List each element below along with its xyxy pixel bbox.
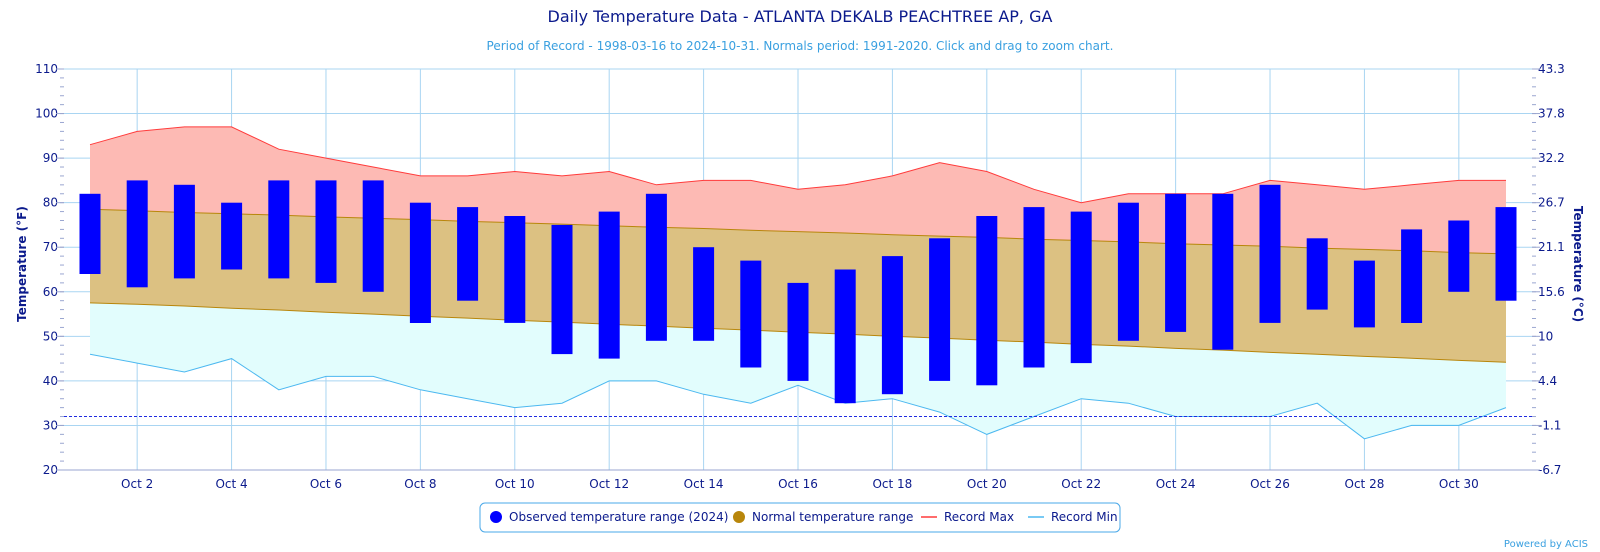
x-tick-label: Oct 8 <box>404 477 436 491</box>
legend-observed-marker <box>490 511 502 523</box>
y-axis-title-right: Temperature (°C) <box>1571 206 1585 322</box>
y-tick-label-left: 60 <box>43 285 58 299</box>
x-tick-label: Oct 6 <box>310 477 342 491</box>
y-tick-label-right: 10 <box>1538 329 1553 343</box>
observed-bar[interactable] <box>221 202 243 270</box>
y-tick-label-left: 40 <box>43 374 58 388</box>
legend-normal-marker <box>733 511 745 523</box>
y-tick-label-right: 15.6 <box>1538 285 1565 299</box>
observed-bar[interactable] <box>645 193 667 341</box>
x-tick-label: Oct 2 <box>121 477 153 491</box>
y-tick-label-right: 4.4 <box>1538 374 1557 388</box>
legend-record-max-label: Record Max <box>944 510 1014 524</box>
observed-bar[interactable] <box>1259 184 1281 323</box>
observed-bar[interactable] <box>929 238 951 381</box>
x-tick-label: Oct 30 <box>1439 477 1479 491</box>
observed-bar[interactable] <box>268 180 290 279</box>
credit-link[interactable]: Powered by ACIS <box>1504 539 1588 550</box>
observed-bar[interactable] <box>1306 238 1328 310</box>
y-tick-label-left: 30 <box>43 418 58 432</box>
legend[interactable]: Observed temperature range (2024) Normal… <box>479 502 1121 533</box>
x-tick-label: Oct 18 <box>872 477 912 491</box>
y-tick-label-right: 21.1 <box>1538 240 1565 254</box>
observed-bar[interactable] <box>976 216 998 386</box>
observed-bar[interactable] <box>1495 207 1517 301</box>
observed-bar[interactable] <box>787 282 809 381</box>
observed-bar[interactable] <box>1070 211 1092 364</box>
observed-bar[interactable] <box>598 211 620 359</box>
x-tick-label: Oct 24 <box>1156 477 1196 491</box>
y-tick-label-left: 90 <box>43 151 58 165</box>
observed-bar[interactable] <box>881 256 903 395</box>
observed-bar[interactable] <box>504 216 526 323</box>
axes: 20 30 40 50 60 70 80 90 100 110 -6.7 -1.1 4.4 10 15.6 2… <box>35 62 1565 491</box>
y-tick-label-left: 100 <box>35 107 58 121</box>
legend-normal-label: Normal temperature range <box>752 510 913 524</box>
observed-bar[interactable] <box>1117 202 1139 341</box>
y-tick-label-right: -6.7 <box>1538 463 1561 477</box>
observed-bar[interactable] <box>1448 220 1470 292</box>
legend-item-normal[interactable]: Normal temperature range <box>733 510 913 524</box>
observed-bar[interactable] <box>551 224 573 355</box>
observed-bar[interactable] <box>1212 193 1234 350</box>
x-tick-label: Oct 12 <box>589 477 629 491</box>
y-tick-label-right: 26.7 <box>1538 196 1565 210</box>
legend-item-record-min[interactable]: Record Min <box>1028 510 1118 524</box>
observed-bar[interactable] <box>1353 260 1375 328</box>
observed-bar[interactable] <box>693 247 715 341</box>
observed-bar[interactable] <box>409 202 431 323</box>
observed-bar[interactable] <box>1401 229 1423 323</box>
x-tick-label: Oct 10 <box>495 477 535 491</box>
y-tick-label-left: 70 <box>43 240 58 254</box>
legend-record-min-label: Record Min <box>1051 510 1118 524</box>
observed-bar[interactable] <box>315 180 337 283</box>
x-tick-label: Oct 4 <box>215 477 247 491</box>
x-tick-label: Oct 28 <box>1345 477 1385 491</box>
legend-box <box>479 502 1121 533</box>
y-tick-label-right: 37.8 <box>1538 107 1565 121</box>
x-tick-label: Oct 20 <box>967 477 1007 491</box>
x-tick-label: Oct 16 <box>778 477 818 491</box>
record-max-area <box>90 126 1506 254</box>
observed-bar[interactable] <box>79 193 101 274</box>
y-tick-label-left: 20 <box>43 463 58 477</box>
record-max-line[interactable] <box>89 126 1506 204</box>
observed-bar[interactable] <box>834 269 856 404</box>
y-tick-label-left: 50 <box>43 329 58 343</box>
observed-bar[interactable] <box>1165 193 1187 332</box>
legend-item-observed[interactable]: Observed temperature range (2024) <box>490 510 728 524</box>
x-tick-label: Oct 22 <box>1061 477 1101 491</box>
chart-title: Daily Temperature Data - ATLANTA DEKALB … <box>548 7 1053 26</box>
observed-bar[interactable] <box>362 180 384 292</box>
legend-observed-label: Observed temperature range (2024) <box>509 510 728 524</box>
legend-item-record-max[interactable]: Record Max <box>921 510 1014 524</box>
y-tick-label-left: 80 <box>43 196 58 210</box>
chart-subtitle: Period of Record - 1998-03-16 to 2024-10… <box>487 39 1114 53</box>
y-tick-label-right: 32.2 <box>1538 151 1565 165</box>
observed-bar[interactable] <box>173 184 195 279</box>
observed-bar[interactable] <box>457 207 479 301</box>
y-axis-title-left: Temperature (°F) <box>15 206 29 322</box>
plot-area[interactable] <box>64 68 1532 471</box>
x-tick-label: Oct 14 <box>684 477 724 491</box>
observed-bar[interactable] <box>1023 207 1045 368</box>
x-tick-label: Oct 26 <box>1250 477 1290 491</box>
y-tick-label-right: -1.1 <box>1538 418 1561 432</box>
y-tick-label-right: 43.3 <box>1538 62 1565 76</box>
y-tick-label-left: 110 <box>35 62 58 76</box>
observed-bar[interactable] <box>126 180 148 288</box>
observed-bar[interactable] <box>740 260 762 368</box>
